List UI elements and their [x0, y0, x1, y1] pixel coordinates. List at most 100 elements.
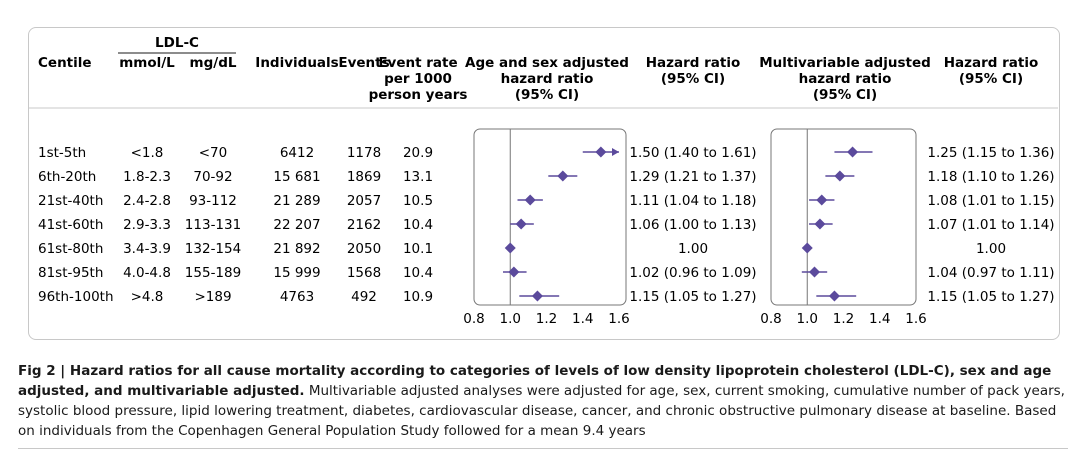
header-multivariable-hr: hazard ratio — [799, 71, 892, 87]
header-event-rate: per 1000 — [384, 71, 452, 87]
cell-hr-multivariable: 1.18 (1.10 to 1.26) — [927, 169, 1054, 185]
cell-mgdl: <70 — [199, 145, 228, 161]
cell-individuals: 22 207 — [273, 217, 320, 233]
x-tick-label: 1.2 — [536, 311, 557, 327]
cell-hr-multivariable: 1.04 (0.97 to 1.11) — [927, 265, 1054, 281]
cell-individuals: 15 681 — [273, 169, 320, 185]
cell-mmol: 3.4-3.9 — [123, 241, 171, 257]
hr-point-marker — [801, 242, 813, 254]
x-tick-label: 1.4 — [572, 311, 593, 327]
header-mmol: mmol/L — [119, 55, 175, 71]
header-multivariable-hr: (95% CI) — [813, 87, 877, 103]
hr-point-marker — [809, 266, 820, 278]
header-events: Events — [338, 55, 389, 71]
cell-event-rate: 10.4 — [403, 265, 433, 281]
header-individuals: Individuals — [255, 55, 338, 71]
header-multivariable-hr: Multivariable adjusted — [759, 55, 931, 71]
x-tick-label: 1.0 — [797, 311, 818, 327]
hr-point-marker — [595, 146, 607, 158]
cell-individuals: 21 892 — [273, 241, 320, 257]
table-row: 61st-80th 3.4-3.9 132-154 21 892 2050 10.1 1.0… — [38, 241, 1006, 257]
ci-overflow-arrow — [612, 148, 619, 156]
header-hr-ci-1: (95% CI) — [661, 71, 725, 87]
figure-caption: Fig 2 | Hazard ratios for all cause mort… — [18, 361, 1068, 441]
cell-mmol: 2.4-2.8 — [123, 193, 171, 209]
cell-mgdl: 93-112 — [189, 193, 237, 209]
cell-hr-age-sex: 1.11 (1.04 to 1.18) — [629, 193, 756, 209]
cell-individuals: 4763 — [280, 289, 314, 305]
header-centile: Centile — [38, 55, 92, 71]
cell-centile: 81st-95th — [38, 265, 103, 281]
x-tick-label: 1.6 — [608, 311, 629, 327]
cell-events: 2057 — [347, 193, 381, 209]
hr-point-marker — [504, 242, 516, 254]
figure-frame — [28, 27, 1060, 340]
cell-mgdl: 155-189 — [185, 265, 241, 281]
cell-events: 1869 — [347, 169, 381, 185]
x-tick-label: 0.8 — [760, 311, 781, 327]
cell-mgdl: 70-92 — [193, 169, 232, 185]
caption-lead: Fig 2 | Hazard ratios for all cause mort… — [18, 363, 1052, 399]
cell-hr-multivariable: 1.07 (1.01 to 1.14) — [927, 217, 1054, 233]
cell-mmol: >4.8 — [131, 289, 164, 305]
plot-frame — [770, 128, 917, 306]
table-row: 41st-60th 2.9-3.3 113-131 22 207 2162 10.4 1.0… — [38, 217, 1055, 233]
cell-hr-age-sex: 1.29 (1.21 to 1.37) — [629, 169, 756, 185]
cell-hr-age-sex: 1.06 (1.00 to 1.13) — [629, 217, 756, 233]
x-tick-label: 1.4 — [869, 311, 890, 327]
hr-point-marker — [524, 194, 536, 206]
table-row: 81st-95th 4.0-4.8 155-189 15 999 1568 10.4 1.0… — [38, 265, 1055, 281]
cell-events: 2050 — [347, 241, 381, 257]
caption-body: Multivariable adjusted analyses were adj… — [18, 383, 1065, 439]
cell-mmol: <1.8 — [131, 145, 164, 161]
hr-point-marker — [508, 266, 520, 278]
hr-point-marker — [557, 170, 569, 182]
hr-point-marker — [834, 170, 846, 182]
cell-mmol: 4.0-4.8 — [123, 265, 171, 281]
x-tick-label: 1.2 — [833, 311, 854, 327]
cell-events: 2162 — [347, 217, 381, 233]
cell-event-rate: 20.9 — [403, 145, 433, 161]
table-row: 1st-5th <1.8 <70 6412 1178 20.9 1.50 (1.40 to … — [38, 145, 1055, 161]
header-event-rate: Event rate — [378, 55, 457, 71]
age-sex-adjusted-plot: 0.8 1.0 1.2 1.4 1.6 — [463, 128, 630, 327]
cell-mgdl: 132-154 — [185, 241, 241, 257]
header-hr-ci-2: Hazard ratio — [944, 55, 1039, 71]
cell-event-rate: 10.5 — [403, 193, 433, 209]
plot-frame — [473, 128, 627, 306]
cell-individuals: 6412 — [280, 145, 314, 161]
hr-point-marker — [515, 218, 527, 230]
cell-centile: 1st-5th — [38, 145, 86, 161]
table-body: 1st-5th <1.8 <70 6412 1178 20.9 1.50 (1.40 to … — [38, 145, 1055, 305]
x-tick-label: 1.6 — [905, 311, 926, 327]
header-hr-ci-2: (95% CI) — [959, 71, 1023, 87]
forest-plot-figure: Centile LDL-C mmol/L mg/dL Individuals Events… — [28, 35, 1058, 327]
cell-events: 1568 — [347, 265, 381, 281]
cell-centile: 21st-40th — [38, 193, 103, 209]
cell-hr-age-sex: 1.02 (0.96 to 1.09) — [629, 265, 756, 281]
cell-centile: 61st-80th — [38, 241, 103, 257]
header-event-rate: person years — [369, 87, 468, 103]
table-header: Centile LDL-C mmol/L mg/dL Individuals Events… — [28, 35, 1058, 109]
cell-individuals: 21 289 — [273, 193, 320, 209]
cell-hr-multivariable: 1.25 (1.15 to 1.36) — [927, 145, 1054, 161]
table-row: 21st-40th 2.4-2.8 93-112 21 289 2057 10.5 1.11… — [38, 193, 1055, 209]
cell-event-rate: 10.9 — [403, 289, 433, 305]
hr-point-marker — [847, 146, 859, 158]
table-row: 6th-20th 1.8-2.3 70-92 15 681 1869 13.1 1.29 (… — [38, 169, 1055, 185]
table-row: 96th-100th >4.8 >189 4763 492 10.9 1.15 (1.05 … — [38, 289, 1055, 305]
cell-centile: 6th-20th — [38, 169, 96, 185]
header-age-sex-hr: (95% CI) — [515, 87, 579, 103]
cell-hr-age-sex: 1.50 (1.40 to 1.61) — [629, 145, 756, 161]
cell-centile: 41st-60th — [38, 217, 103, 233]
cell-mgdl: >189 — [194, 289, 231, 305]
multivariable-adjusted-plot: 0.8 1.0 1.2 1.4 1.6 — [760, 128, 927, 327]
cell-mmol: 1.8-2.3 — [123, 169, 171, 185]
header-hr-ci-1: Hazard ratio — [646, 55, 741, 71]
cell-mgdl: 113-131 — [185, 217, 241, 233]
cell-event-rate: 13.1 — [403, 169, 433, 185]
header-age-sex-hr: Age and sex adjusted — [465, 55, 629, 71]
hr-point-marker — [814, 218, 826, 230]
cell-hr-multivariable: 1.08 (1.01 to 1.15) — [927, 193, 1054, 209]
cell-events: 492 — [351, 289, 377, 305]
